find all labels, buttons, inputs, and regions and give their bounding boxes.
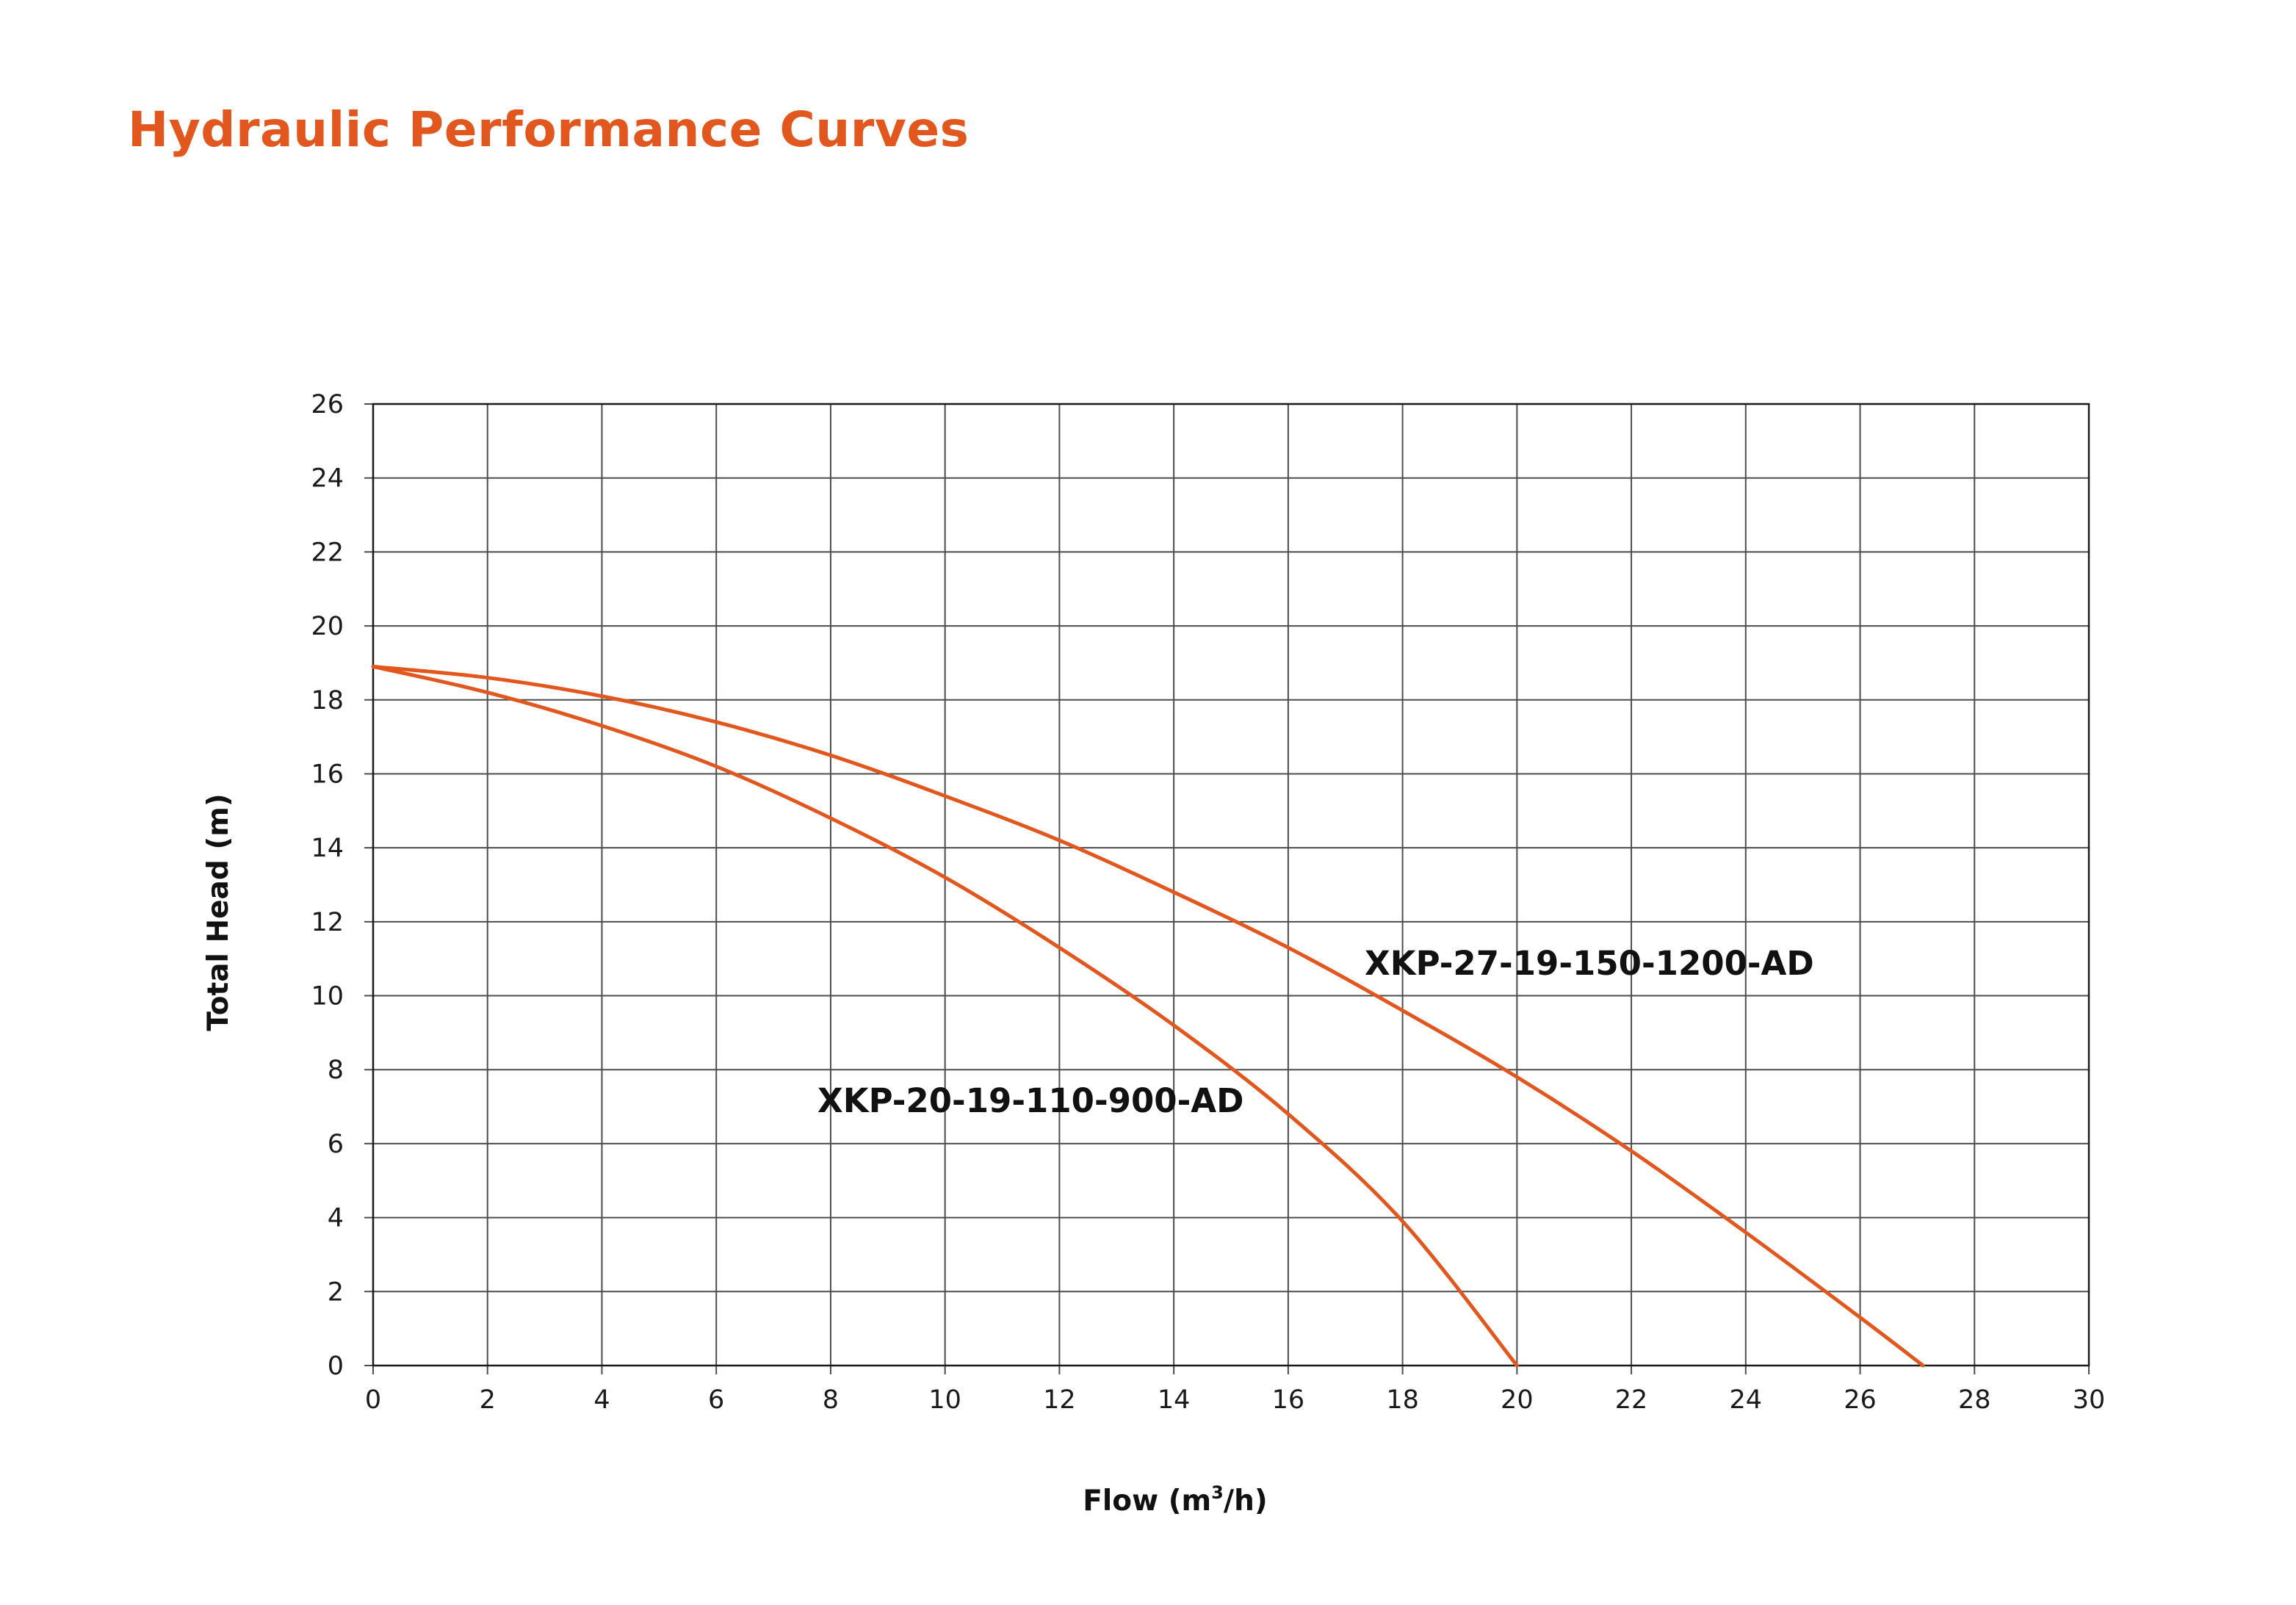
chart-series	[371, 664, 1925, 1368]
y-tick-label: 10	[311, 982, 344, 1011]
x-tick-label: 2	[480, 1385, 496, 1415]
x-tick-label: 8	[823, 1385, 839, 1415]
chart-ticks: 0 2 4 6 8 10 12 14 16 18 20 22 24 26 28 300246810121416…	[311, 390, 2105, 1415]
y-tick-label: 22	[311, 538, 344, 567]
y-tick-label: 2	[328, 1277, 344, 1307]
y-tick-label: 24	[311, 464, 344, 494]
x-tick-label: 12	[1043, 1385, 1076, 1415]
x-axis-label: Flow (m3/h)	[1083, 1482, 1267, 1518]
y-tick-label: 18	[311, 686, 344, 715]
x-tick-label: 24	[1730, 1385, 1763, 1415]
x-tick-label: 16	[1272, 1385, 1305, 1415]
page-title: Hydraulic Performance Curves	[128, 101, 970, 158]
x-tick-label: 10	[928, 1385, 961, 1415]
y-tick-label: 0	[328, 1352, 344, 1381]
y-tick-label: 4	[328, 1204, 344, 1233]
chart-grid	[364, 403, 2090, 1374]
chart-series-labels: XKP-20-19-110-900-AD XKP-27-19-150-1200-A…	[817, 944, 1814, 1120]
series-line-2	[371, 664, 1925, 1368]
y-tick-label: 14	[311, 834, 344, 863]
y-tick-label: 12	[311, 908, 344, 937]
y-tick-label: 6	[328, 1130, 344, 1159]
x-tick-label: 4	[593, 1385, 610, 1415]
x-tick-label: 14	[1158, 1385, 1191, 1415]
x-tick-label: 28	[1958, 1385, 1991, 1415]
x-tick-label: 30	[2073, 1385, 2106, 1415]
y-tick-label: 16	[311, 760, 344, 789]
y-tick-label: 20	[311, 612, 344, 641]
y-tick-label: 26	[311, 390, 344, 419]
plot-frame	[372, 403, 2090, 1367]
x-tick-label: 20	[1501, 1385, 1534, 1415]
series-label-1: XKP-20-19-110-900-AD	[817, 1081, 1243, 1120]
x-tick-label: 18	[1386, 1385, 1419, 1415]
series-label-2: XKP-27-19-150-1200-AD	[1365, 944, 1814, 983]
y-tick-label: 8	[328, 1056, 344, 1085]
y-axis-label: Total Head (m)	[202, 793, 235, 1031]
x-tick-label: 6	[708, 1385, 724, 1415]
series-line-1	[371, 664, 1519, 1368]
x-tick-label: 26	[1844, 1385, 1877, 1415]
x-tick-label: 22	[1615, 1385, 1648, 1415]
x-tick-label: 0	[365, 1385, 381, 1415]
